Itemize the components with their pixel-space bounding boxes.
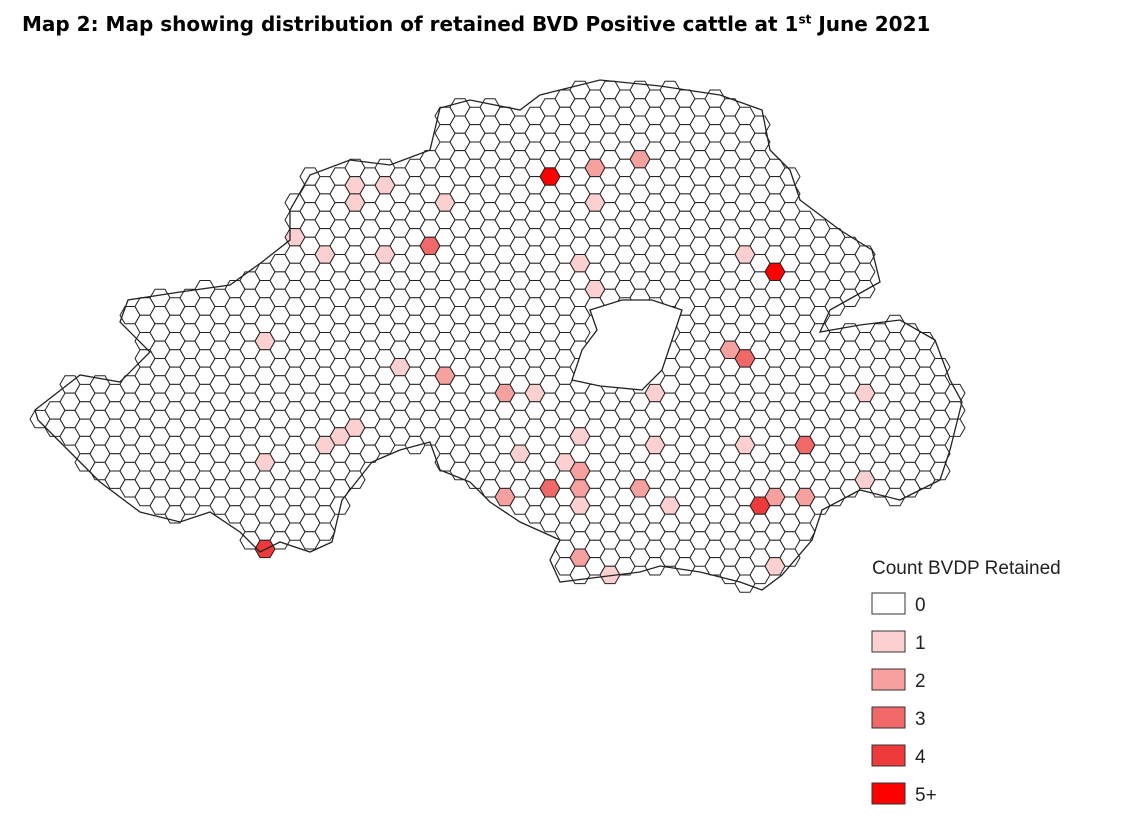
legend-swatch: [871, 744, 906, 767]
hex-cell: [929, 461, 951, 481]
hex-cell: [914, 332, 936, 351]
lough-neagh: [571, 299, 683, 391]
legend-swatch: [871, 782, 906, 805]
title-end: June 2021: [811, 12, 931, 36]
legend: 0 1 2 3 4 5+: [871, 592, 937, 806]
legend-swatch: [871, 706, 906, 729]
hex-cell: [569, 323, 591, 342]
legend-label: 2: [915, 671, 926, 692]
hex-cell: [749, 115, 771, 134]
hex-grid: [29, 80, 966, 593]
hex-cell: [944, 383, 966, 403]
hex-cell: [854, 245, 876, 264]
hex-cell: [854, 280, 876, 299]
legend-label: 4: [915, 747, 926, 768]
title-sup: st: [798, 12, 812, 27]
coastline: [34, 79, 963, 591]
legend-label: 0: [915, 595, 926, 616]
hex-cell: [779, 548, 801, 567]
hex-cell: [854, 262, 876, 281]
title-text: Map 2: Map showing distribution of retai…: [22, 12, 799, 36]
hex-cell: [344, 470, 366, 489]
legend-title: Count BVDP Retained: [872, 558, 1061, 579]
legend-swatch: [871, 630, 906, 653]
map-title: Map 2: Map showing distribution of retai…: [22, 12, 930, 36]
hex-cell: [314, 522, 336, 541]
legend-swatch: [871, 668, 906, 691]
legend-label: 3: [915, 709, 926, 730]
legend-label: 5+: [915, 785, 937, 806]
hex-cell: [779, 184, 801, 204]
land-outline: [34, 79, 963, 591]
legend-label: 1: [915, 633, 926, 654]
hex-cell: [794, 522, 816, 541]
legend-swatch: [871, 592, 906, 615]
